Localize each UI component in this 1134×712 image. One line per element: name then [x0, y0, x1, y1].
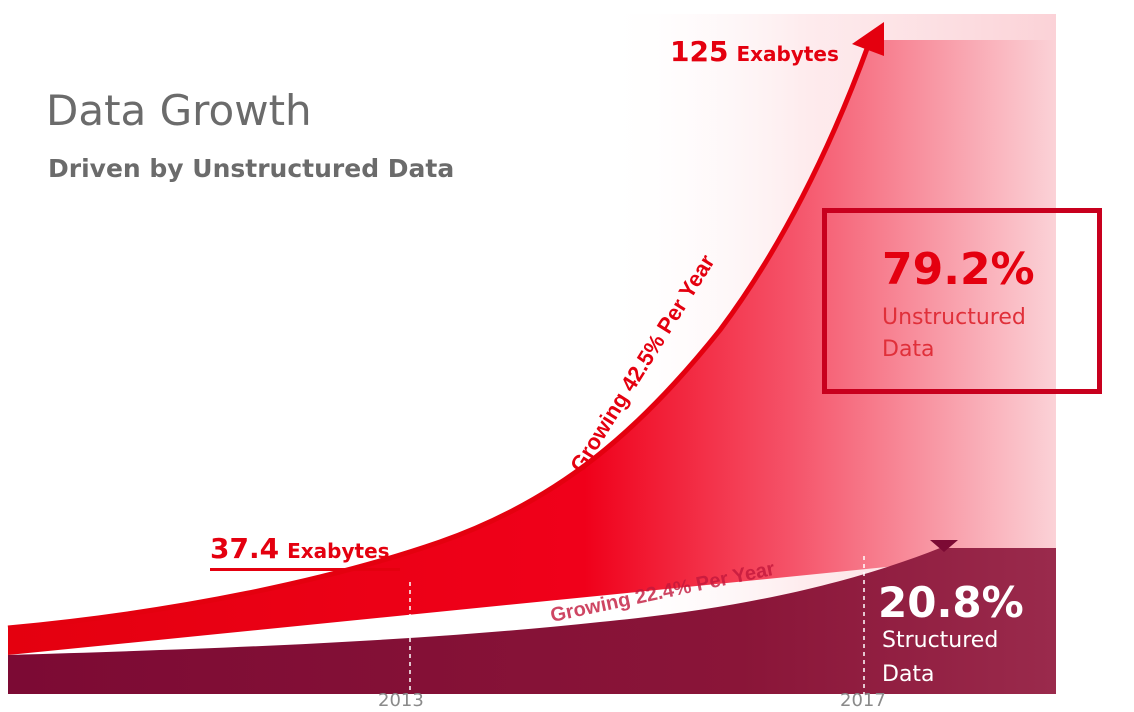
unit-label-2013: Exabytes: [287, 539, 390, 563]
callout-underline: [210, 568, 400, 571]
series-area-structured: [8, 548, 1056, 694]
structured-label-line1: Structured: [882, 628, 999, 653]
unstructured-label-line2: Data: [882, 337, 935, 362]
unstructured-label-line1: Unstructured: [882, 305, 1026, 330]
chart-subtitle: Driven by Unstructured Data: [48, 154, 455, 183]
structured-share-value: 20.8%: [878, 578, 1024, 627]
unit-label-2017: Exabytes: [736, 42, 839, 66]
chart-title: Data Growth: [46, 86, 312, 135]
unstructured-share-value: 79.2%: [882, 244, 1035, 295]
x-tick-label-2017: 2017: [840, 690, 886, 711]
series-area-unstructured: [8, 40, 1056, 655]
value-label-2017: 125: [670, 35, 729, 68]
highlight-box: [822, 208, 1102, 394]
x-tick-label-2013: 2013: [378, 690, 424, 711]
value-label-2013: 37.4: [210, 532, 280, 565]
structured-share-label: Structured Data: [882, 624, 998, 692]
structured-label-line2: Data: [882, 662, 935, 687]
callout-2017-total: 125 Exabytes: [670, 35, 839, 68]
series-line-unstructured: [7, 45, 871, 631]
arrow-head-icon: [852, 22, 884, 56]
callout-2013-total: 37.4 Exabytes: [210, 532, 390, 565]
structured-arrow-icon: [930, 540, 958, 552]
unstructured-share-label: Unstructured Data: [882, 302, 1026, 366]
